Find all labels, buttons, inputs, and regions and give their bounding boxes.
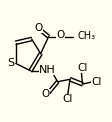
Text: Cl: Cl bbox=[91, 77, 101, 87]
Text: S: S bbox=[8, 58, 15, 68]
Text: O: O bbox=[56, 30, 64, 40]
Text: O: O bbox=[41, 89, 49, 99]
Text: Cl: Cl bbox=[77, 63, 87, 73]
Text: NH: NH bbox=[39, 65, 55, 75]
Text: O: O bbox=[34, 23, 42, 33]
Text: Cl: Cl bbox=[62, 94, 72, 104]
Text: CH₃: CH₃ bbox=[77, 31, 95, 41]
